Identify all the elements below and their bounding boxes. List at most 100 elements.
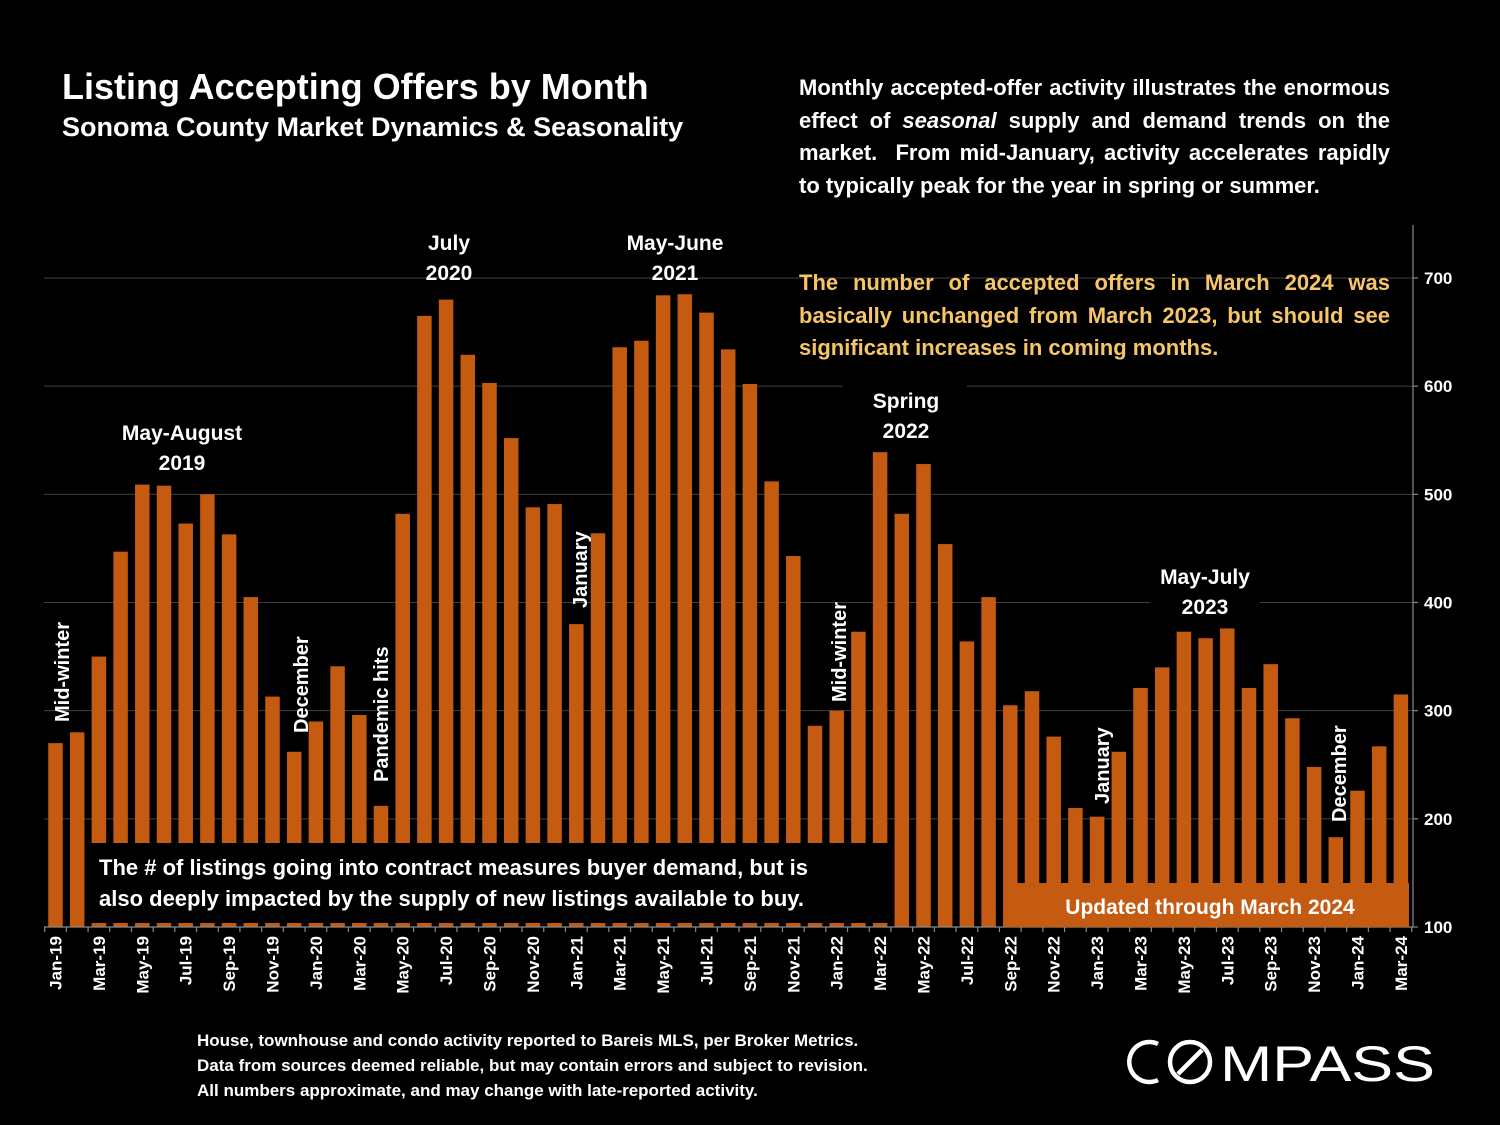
bar: [959, 641, 975, 927]
chart-title: Listing Accepting Offers by Month: [62, 66, 649, 107]
x-tick-label: May-20: [394, 936, 413, 994]
bar: [655, 295, 671, 928]
bar: [1046, 736, 1061, 927]
annotation-label: May-August: [122, 422, 242, 445]
x-tick-label: Nov-23: [1305, 936, 1324, 993]
bar: [872, 452, 888, 927]
updated-callout-text: Updated through March 2024: [1065, 896, 1355, 919]
bar: [395, 513, 410, 927]
bar: [156, 485, 172, 927]
note-callout-line-1: The # of listings going into contract me…: [99, 855, 808, 880]
bar: [1176, 631, 1192, 927]
annotation-label: 2022: [883, 420, 930, 443]
x-tick-label: Jan-22: [828, 936, 847, 990]
annotation-label: Pandemic hits: [371, 646, 393, 782]
annotation-background: [110, 415, 256, 475]
bar: [612, 347, 627, 927]
bar: [135, 484, 150, 927]
bar: [786, 555, 801, 927]
x-tick-label: Sep-20: [481, 936, 500, 992]
y-tick-label: 100: [1424, 918, 1452, 937]
x-tick-label: Nov-21: [784, 936, 803, 993]
commentary-paragraph-1: Monthly accepted-offer activity illustra…: [799, 75, 1390, 198]
chart-subtitle: Sonoma County Market Dynamics & Seasonal…: [62, 112, 684, 142]
annotation-label: July: [428, 232, 470, 255]
bar: [634, 340, 649, 927]
note-callout-line-2: also deeply impacted by the supply of ne…: [99, 886, 804, 911]
y-tick-label: 400: [1424, 594, 1452, 613]
compass-logo: MPASS: [1127, 1036, 1435, 1092]
bar: [48, 743, 63, 927]
x-tick-label: Mar-22: [871, 936, 890, 991]
bar: [547, 504, 562, 927]
x-tick-label: Jul-21: [698, 936, 717, 985]
bar: [699, 312, 714, 927]
annotation-label: December: [1329, 725, 1351, 822]
bar: [937, 544, 953, 927]
x-tick-label: Jan-23: [1088, 936, 1107, 990]
bar: [764, 481, 779, 927]
x-tick-label: Nov-20: [524, 936, 543, 993]
footnote-line-1: House, townhouse and condo activity repo…: [197, 1031, 859, 1050]
x-tick-label: Jul-23: [1218, 936, 1237, 985]
annotation-label: Mid-winter: [52, 622, 74, 722]
x-tick-label: May-22: [915, 936, 934, 994]
bar: [1371, 746, 1387, 927]
bar: [1285, 718, 1300, 927]
bar: [1133, 687, 1148, 927]
annotation-label: Mid-winter: [829, 602, 851, 702]
bar: [525, 507, 541, 927]
y-tick-labels: 100 200 300 400 500 600 700: [1424, 269, 1452, 937]
y-tick-label: 700: [1424, 269, 1452, 288]
x-tick-label: Sep-23: [1262, 936, 1281, 992]
x-tick-label: Mar-19: [90, 936, 109, 991]
x-tick-label: Mar-23: [1132, 936, 1151, 991]
bar: [438, 299, 454, 928]
bar: [720, 349, 736, 927]
annotations: May-August 2019 July 2020 May-June 2021 Spring…: [52, 232, 1351, 822]
x-tick-label: Sep-21: [741, 936, 760, 992]
y-tick-label: 600: [1424, 377, 1452, 396]
bar: [178, 523, 193, 927]
x-tick-label: Jul-20: [437, 936, 456, 985]
commentary-paragraph-2: The number of accepted offers in March 2…: [799, 270, 1390, 360]
bar-series: [48, 294, 1409, 928]
x-tick-label: Jul-22: [958, 936, 977, 985]
x-tick-label: Mar-21: [611, 936, 630, 991]
x-tick-label: Jul-19: [177, 936, 196, 985]
x-tick-label: May-19: [133, 936, 152, 994]
footnote-line-2: Data from sources deemed reliable, but m…: [197, 1056, 868, 1075]
annotation-label: May-July: [1160, 566, 1250, 589]
annotation-label: January: [570, 530, 592, 608]
bar: [1198, 638, 1213, 927]
annotation-label: 2023: [1182, 596, 1229, 619]
annotation-label: 2021: [652, 262, 699, 285]
x-tick-label: Mar-20: [350, 936, 369, 991]
bar: [69, 732, 85, 927]
x-tick-label: May-21: [654, 936, 673, 994]
compass-logo-wordmark: MPASS: [1220, 1036, 1435, 1092]
annotation-background: [843, 380, 967, 442]
y-tick-label: 300: [1424, 702, 1452, 721]
x-tick-label: Jan-19: [47, 936, 66, 990]
source-footnote: House, townhouse and condo activity repo…: [197, 1028, 939, 1103]
annotation-background: [1150, 560, 1260, 622]
x-tick-label: Sep-22: [1001, 936, 1020, 992]
note-callout: The # of listings going into contract me…: [90, 843, 890, 923]
note-callout-background: [90, 843, 890, 923]
annotation-label: 2020: [426, 262, 473, 285]
x-tick-label: Nov-22: [1045, 936, 1064, 993]
updated-callout-background: [1006, 883, 1409, 927]
x-tick-label: May-23: [1175, 936, 1194, 994]
x-tick-label: Jan-20: [307, 936, 326, 990]
x-tick-label: Mar-24: [1392, 935, 1411, 990]
annotation-label: May-June: [627, 232, 724, 255]
bar: [1154, 667, 1170, 927]
bar: [1241, 687, 1257, 927]
bar: [1393, 694, 1409, 927]
bar: [460, 354, 476, 927]
bar: [981, 597, 996, 927]
bar: [1024, 691, 1040, 927]
bar: [742, 384, 758, 928]
